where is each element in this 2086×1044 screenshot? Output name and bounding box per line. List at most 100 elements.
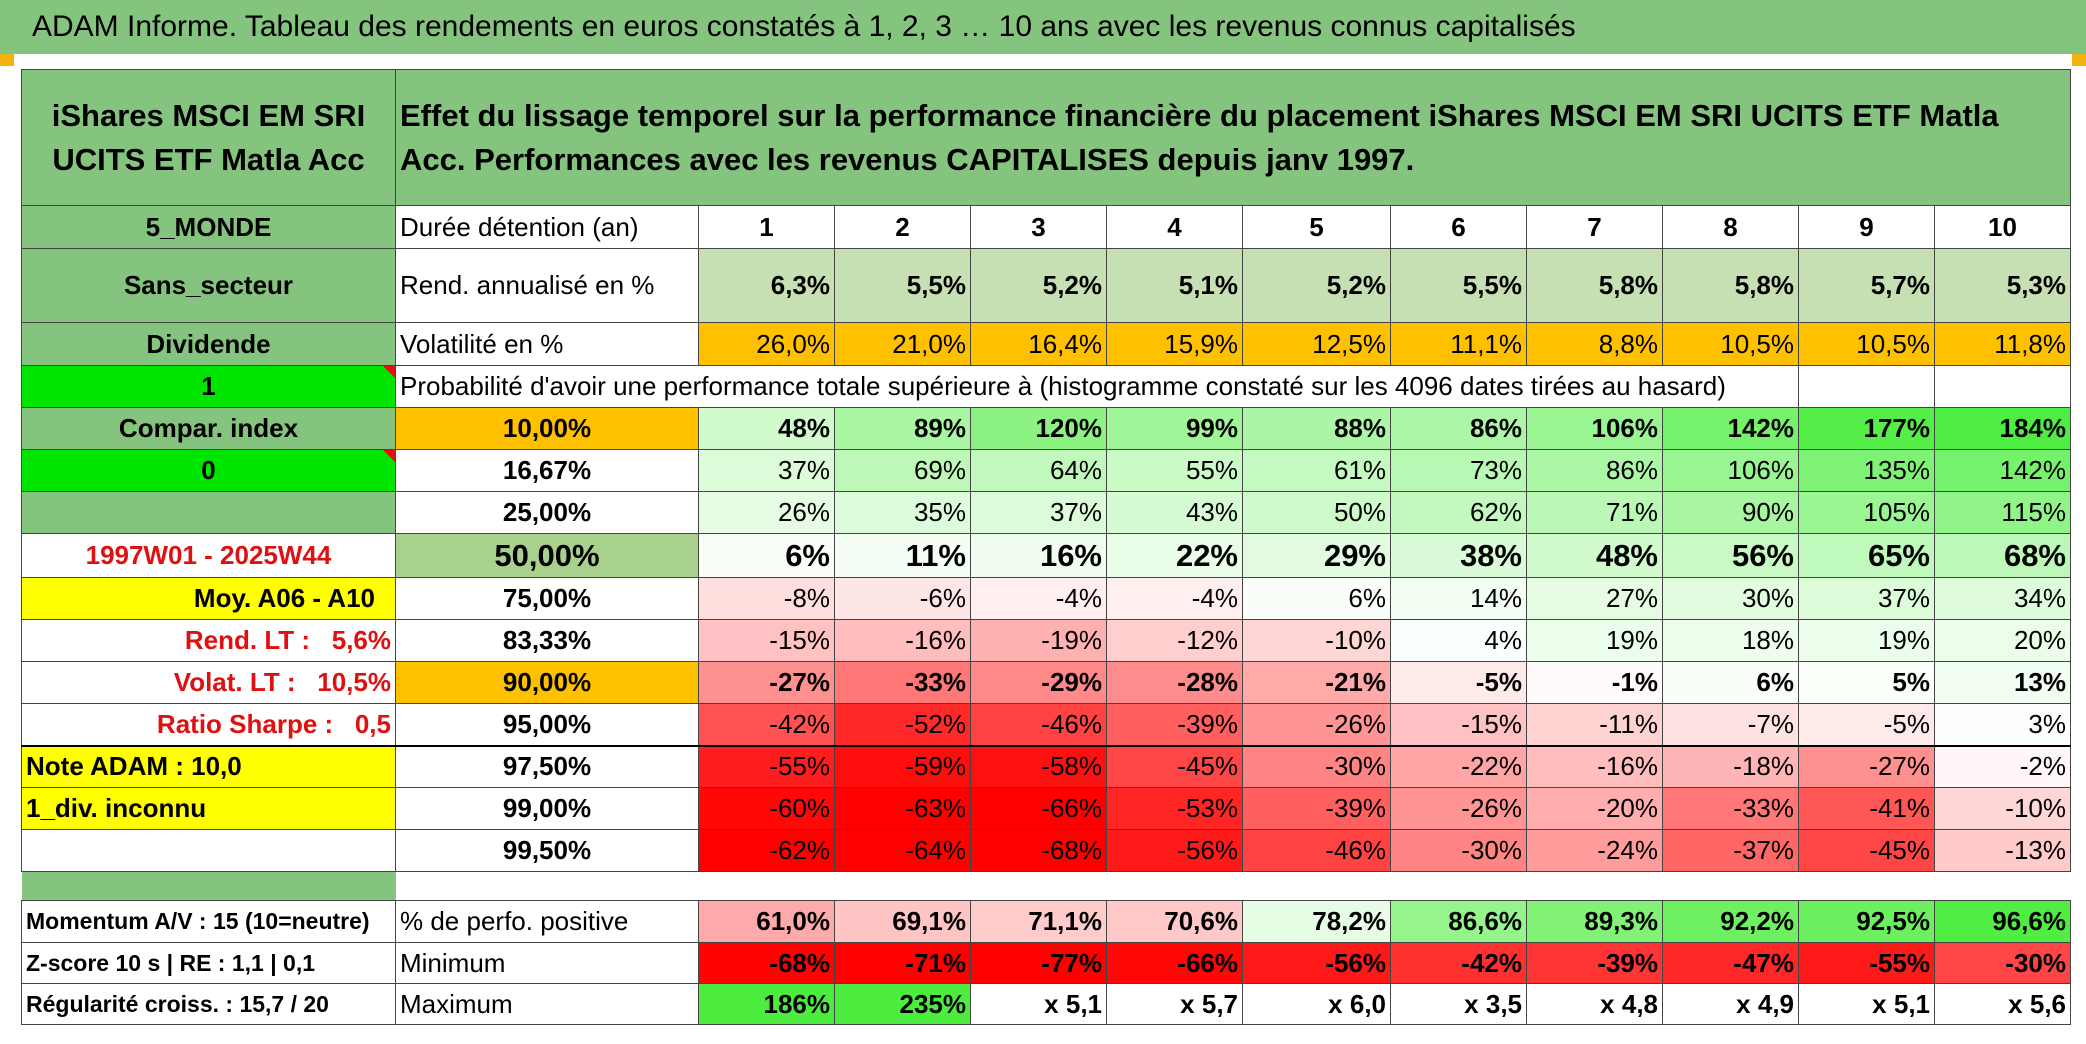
vol-cell: 11,8% [1934, 322, 2071, 366]
probability-cell: -22% [1390, 744, 1527, 788]
duree-label: Durée détention (an) [395, 205, 699, 249]
probability-cell: 4% [1390, 619, 1527, 662]
probability-cell: 105% [1798, 491, 1935, 534]
probability-cell: 56% [1662, 533, 1799, 578]
vol-cell: 8,8% [1526, 322, 1663, 366]
volat-lt-value: 10,5% [317, 667, 391, 697]
rend-cell: 5,8% [1526, 248, 1663, 323]
year-header: 7 [1526, 205, 1663, 249]
rend-cell: 5,5% [1390, 248, 1527, 323]
probability-cell: -63% [834, 787, 971, 830]
year-header: 6 [1390, 205, 1527, 249]
probability-cell: 27% [1526, 577, 1663, 620]
probability-cell: 37% [1798, 577, 1935, 620]
max-label: Maximum [395, 983, 699, 1025]
probability-cell: 16% [970, 533, 1107, 578]
probability-cell: 89% [834, 407, 971, 450]
flag-zero-cell[interactable]: 0 [21, 449, 396, 492]
probability-cell: -30% [1242, 744, 1391, 788]
vol-cell: 26,0% [698, 322, 835, 366]
sharpe-value: 0,5 [354, 708, 391, 739]
vol-cell: 15,9% [1106, 322, 1243, 366]
positive-cell: 70,6% [1106, 900, 1243, 943]
fund-name: iShares MSCI EM SRI UCITS ETF Matla Acc [21, 69, 396, 206]
probability-cell: 106% [1526, 407, 1663, 450]
positive-cell: 86,6% [1390, 900, 1527, 943]
probability-cell: 48% [698, 407, 835, 450]
probability-level: 99,00% [395, 787, 699, 830]
probability-cell: 19% [1526, 619, 1663, 662]
probability-level: 90,00% [395, 661, 699, 704]
maximum-cell: x 6,0 [1242, 983, 1391, 1025]
rend-cell: 5,7% [1798, 248, 1935, 323]
year-header: 5 [1242, 205, 1391, 249]
probability-cell: -62% [698, 829, 835, 872]
probability-cell: -42% [698, 703, 835, 746]
vol-label: Volatilité en % [395, 322, 699, 366]
probability-cell: -55% [698, 744, 835, 788]
probability-cell: -33% [1662, 787, 1799, 830]
probability-level: 16,67% [395, 449, 699, 492]
probability-cell: 184% [1934, 407, 2071, 450]
probability-cell: -64% [834, 829, 971, 872]
probability-cell: 6% [698, 533, 835, 578]
positive-cell: 92,2% [1662, 900, 1799, 943]
probability-level: 75,00% [395, 577, 699, 620]
probability-cell: 3% [1934, 703, 2071, 746]
probability-cell: -18% [1662, 744, 1799, 788]
probability-cell: 14% [1390, 577, 1527, 620]
probability-cell: 37% [698, 449, 835, 492]
empty-sidebar-cell [21, 491, 396, 534]
probability-cell: 22% [1106, 533, 1243, 578]
probability-cell: 18% [1662, 619, 1799, 662]
min-label: Minimum [395, 942, 699, 984]
minimum-cell: -71% [834, 942, 971, 984]
minimum-cell: -66% [1106, 942, 1243, 984]
empty-cell [1798, 365, 1935, 408]
probability-cell: 11% [834, 533, 971, 578]
probability-cell: -5% [1390, 661, 1527, 704]
probability-cell: 6% [1662, 661, 1799, 704]
probability-cell: -37% [1662, 829, 1799, 872]
probability-cell: -28% [1106, 661, 1243, 704]
regularite-label: Régularité croiss. : 15,7 / 20 [21, 983, 396, 1025]
probability-cell: 65% [1798, 533, 1935, 578]
rend-cell: 5,5% [834, 248, 971, 323]
probability-cell: 120% [970, 407, 1107, 450]
probability-cell: -29% [970, 661, 1107, 704]
maximum-cell: x 4,9 [1662, 983, 1799, 1025]
probability-level: 83,33% [395, 619, 699, 662]
probability-cell: 71% [1526, 491, 1663, 534]
flag-one-cell[interactable]: 1 [21, 365, 396, 408]
probability-cell: 19% [1798, 619, 1935, 662]
corner-marker [2072, 54, 2086, 66]
minimum-cell: -56% [1242, 942, 1391, 984]
probability-cell: 6% [1242, 577, 1391, 620]
maximum-cell: x 5,6 [1934, 983, 2071, 1025]
probability-cell: -11% [1526, 703, 1663, 746]
probability-cell: 43% [1106, 491, 1243, 534]
probability-cell: -8% [698, 577, 835, 620]
corner-marker [0, 54, 14, 66]
minimum-cell: -55% [1798, 942, 1935, 984]
volat-lt-label: Volat. LT : 10,5% [21, 661, 396, 704]
probability-cell: 29% [1242, 533, 1391, 578]
probability-level: 99,50% [395, 829, 699, 872]
probability-level: 95,00% [395, 703, 699, 746]
year-header: 8 [1662, 205, 1799, 249]
probability-cell: -24% [1526, 829, 1663, 872]
moy-label: Moy. A06 - A10 [21, 577, 396, 620]
positive-cell: 71,1% [970, 900, 1107, 943]
positive-cell: 92,5% [1798, 900, 1935, 943]
positive-cell: 78,2% [1242, 900, 1391, 943]
year-header: 4 [1106, 205, 1243, 249]
probability-cell: -10% [1242, 619, 1391, 662]
probability-cell: -60% [698, 787, 835, 830]
year-header: 10 [1934, 205, 2071, 249]
vol-cell: 21,0% [834, 322, 971, 366]
probability-cell: 86% [1390, 407, 1527, 450]
maximum-cell: x 5,1 [1798, 983, 1935, 1025]
probability-cell: -12% [1106, 619, 1243, 662]
probability-cell: 99% [1106, 407, 1243, 450]
rend-lt-value: 5,6% [331, 625, 391, 655]
